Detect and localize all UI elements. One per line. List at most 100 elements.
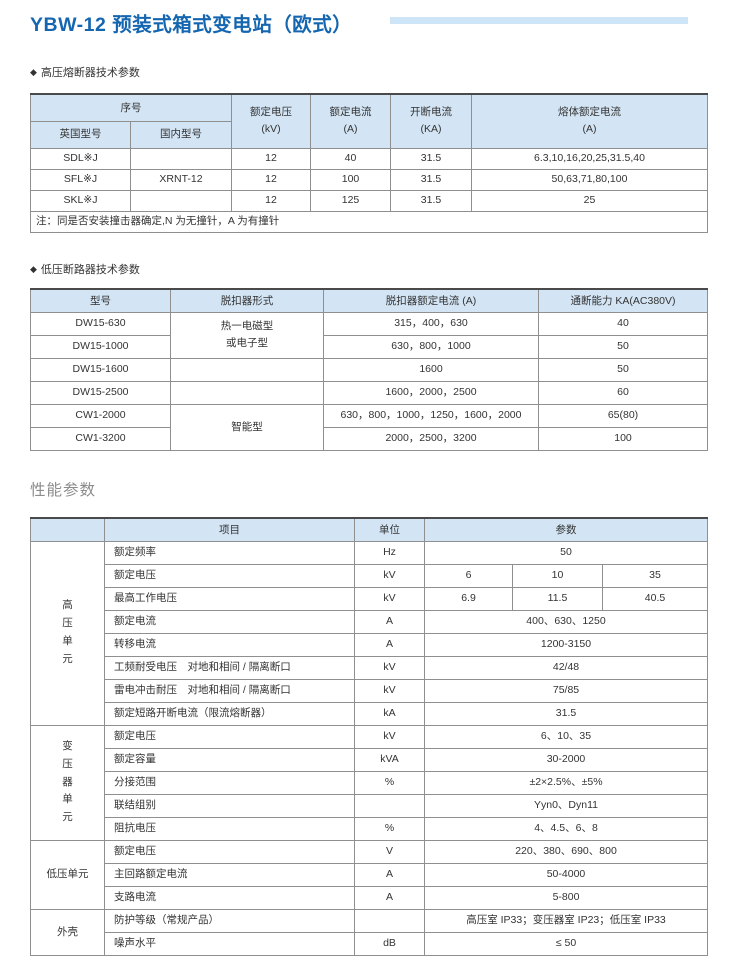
group-label-enclosure: 外壳 <box>30 908 105 956</box>
table-row: DW15-1600 1600 50 <box>30 357 708 382</box>
cell-capacity: 65(80) <box>538 403 708 428</box>
cell-unit <box>354 793 425 818</box>
cell-item: 额定电压 <box>104 839 355 864</box>
table-row: 变压器单元 额定电压 kV 6、10、35 <box>30 724 708 841</box>
table-row: 主回路额定电流 A 50-4000 <box>31 862 708 887</box>
cell-value: 11.5 <box>512 586 603 611</box>
cell-trip-current: 315，400，630 <box>323 311 539 336</box>
table-row: 转移电流 A 1200-3150 <box>31 632 708 657</box>
section-heading-performance: 性能参数 <box>30 482 97 499</box>
table-row: 雷电冲击耐压 对地和相间 / 隔离断口 kV 75/85 <box>31 678 708 703</box>
table-row: 低压单元 额定电压 V 220、380、690、800 <box>30 839 708 910</box>
col-header-rated-voltage: 额定电压 (kV) <box>231 93 311 149</box>
title-accent-bar <box>390 17 688 24</box>
table-row: SFL※J XRNT-12 12 100 31.5 50,63,71,80,10… <box>30 168 708 191</box>
cell-capacity: 50 <box>538 357 708 382</box>
cell-trip-current: 630，800，1000 <box>323 334 539 359</box>
table-row: 最高工作电压 kV 6.9 11.5 40.5 <box>31 586 708 611</box>
table-row: SDL※J 12 40 31.5 6.3,10,16,20,25,31.5,40 <box>30 147 708 170</box>
cell-unit <box>354 908 425 933</box>
cell-value: 10 <box>512 563 603 588</box>
cell-value: 6.9 <box>424 586 513 611</box>
cell-item: 雷电冲击耐压 对地和相间 / 隔离断口 <box>104 678 355 703</box>
cell-value: 5-800 <box>424 885 708 910</box>
cell-trip-current: 1600，2000，2500 <box>323 380 539 405</box>
header-line: (kV) <box>261 123 281 136</box>
cell-model: DW15-1600 <box>30 357 171 382</box>
header-line: 额定电压 <box>250 106 292 119</box>
cell-unit: kV <box>354 586 425 611</box>
cell-item: 主回路额定电流 <box>104 862 355 887</box>
cell-unit: % <box>354 816 425 841</box>
col-header-serial: 序号 <box>30 93 232 122</box>
fuse-parameters-table: 序号 额定电压 (kV) 额定电流 (A) 开断电流 (KA) 熔体额定电流 (… <box>30 93 708 233</box>
table-row: 额定电压 kV 6 10 35 <box>31 563 708 588</box>
col-header-group <box>30 517 105 542</box>
trip-type-line: 或电子型 <box>226 337 268 349</box>
cell-value: ±2×2.5%、±5% <box>424 770 708 795</box>
table-row: DW15-2500 1600，2000，2500 60 <box>30 380 708 405</box>
table-row: 阻抗电压 % 4、4.5、6、8 <box>31 816 708 841</box>
cell-item: 最高工作电压 <box>104 586 355 611</box>
cell-value: 50 <box>424 540 708 565</box>
header-line: 开断电流 <box>410 106 452 119</box>
cell-trip-type <box>170 357 324 382</box>
cell-unit: kV <box>354 724 425 749</box>
cell-trip-type <box>170 380 324 405</box>
col-header-fuse-rated-current: 熔体额定电流 (A) <box>471 93 708 149</box>
cell-unit: % <box>354 770 425 795</box>
cell-model: DW15-2500 <box>30 380 171 405</box>
table-row: 分接范围 % ±2×2.5%、±5% <box>31 770 708 795</box>
section-heading-breaker: ◆ 低压断路器技术参数 <box>30 261 140 277</box>
group-label-lv-unit: 低压单元 <box>30 839 105 910</box>
performance-parameters-table: 项目 单位 参数 高压单元 额定频率 Hz 50 额定电压 kV 6 10 35… <box>30 517 708 956</box>
cell-cn-model <box>130 189 232 212</box>
cell-value: 6、10、35 <box>424 724 708 749</box>
table-row: DW15-1000 630，800，1000 50 <box>30 334 708 359</box>
cell-value: 35 <box>602 563 708 588</box>
cell-item: 噪声水平 <box>104 931 355 956</box>
cell-value: 50-4000 <box>424 862 708 887</box>
table-row: 额定容量 kVA 30-2000 <box>31 747 708 772</box>
cell-rated-current: 40 <box>310 147 391 170</box>
cell-value: 75/85 <box>424 678 708 703</box>
col-header-unit: 单位 <box>354 517 425 542</box>
cell-model: DW15-630 <box>30 311 171 336</box>
cell-breaking-current: 31.5 <box>390 147 472 170</box>
cell-breaking-current: 31.5 <box>390 168 472 191</box>
cell-value: 4、4.5、6、8 <box>424 816 708 841</box>
cell-cn-model <box>130 147 232 170</box>
header-line: 额定电流 <box>329 106 372 119</box>
col-header-model: 型号 <box>30 288 171 313</box>
cell-item: 额定电压 <box>104 563 355 588</box>
table-row: 额定电流 A 400、630、1250 <box>31 609 708 634</box>
header-line: (KA) <box>420 123 442 136</box>
table-row: 项目 单位 参数 <box>30 517 708 542</box>
cell-capacity: 40 <box>538 311 708 336</box>
col-header-item: 项目 <box>104 517 355 542</box>
cell-item: 转移电流 <box>104 632 355 657</box>
cell-item: 额定短路开断电流（限流熔断器） <box>104 701 355 726</box>
cell-capacity: 50 <box>538 334 708 359</box>
cell-value: 40.5 <box>602 586 708 611</box>
col-header-param: 参数 <box>424 517 708 542</box>
cell-rated-voltage: 12 <box>231 147 311 170</box>
trip-type-line: 热一电磁型 <box>220 320 274 333</box>
col-header-trip-type: 脱扣器形式 <box>170 288 324 313</box>
table-row: 额定短路开断电流（限流熔断器） kA 31.5 <box>31 701 708 726</box>
cell-item: 工频耐受电压 对地和相间 / 隔离断口 <box>104 655 355 680</box>
breaker-parameters-table: 型号 脱扣器形式 脱扣器额定电流 (A) 通断能力 KA(AC380V) DW1… <box>30 288 708 451</box>
cell-model: DW15-1000 <box>30 334 171 359</box>
col-header-cn-model: 国内型号 <box>130 120 232 149</box>
cell-item: 阻抗电压 <box>104 816 355 841</box>
cell-unit: A <box>354 862 425 887</box>
table-row: 外壳 防护等级（常规产品） 高压室 IP33；变压器室 IP23；低压室 IP3… <box>30 908 708 956</box>
cell-item: 防护等级（常规产品） <box>104 908 355 933</box>
table-row: SKL※J 12 125 31.5 25 <box>30 189 708 212</box>
cell-value: 6 <box>424 563 513 588</box>
table-row: 注：同是否安装撞击器确定,N 为无撞针，A 为有撞针 <box>30 210 708 233</box>
cell-unit: kA <box>354 701 425 726</box>
cell-fuse-current: 50,63,71,80,100 <box>471 168 708 191</box>
header-line: (A) <box>343 123 358 136</box>
col-header-trip-current: 脱扣器额定电流 (A) <box>323 288 539 313</box>
